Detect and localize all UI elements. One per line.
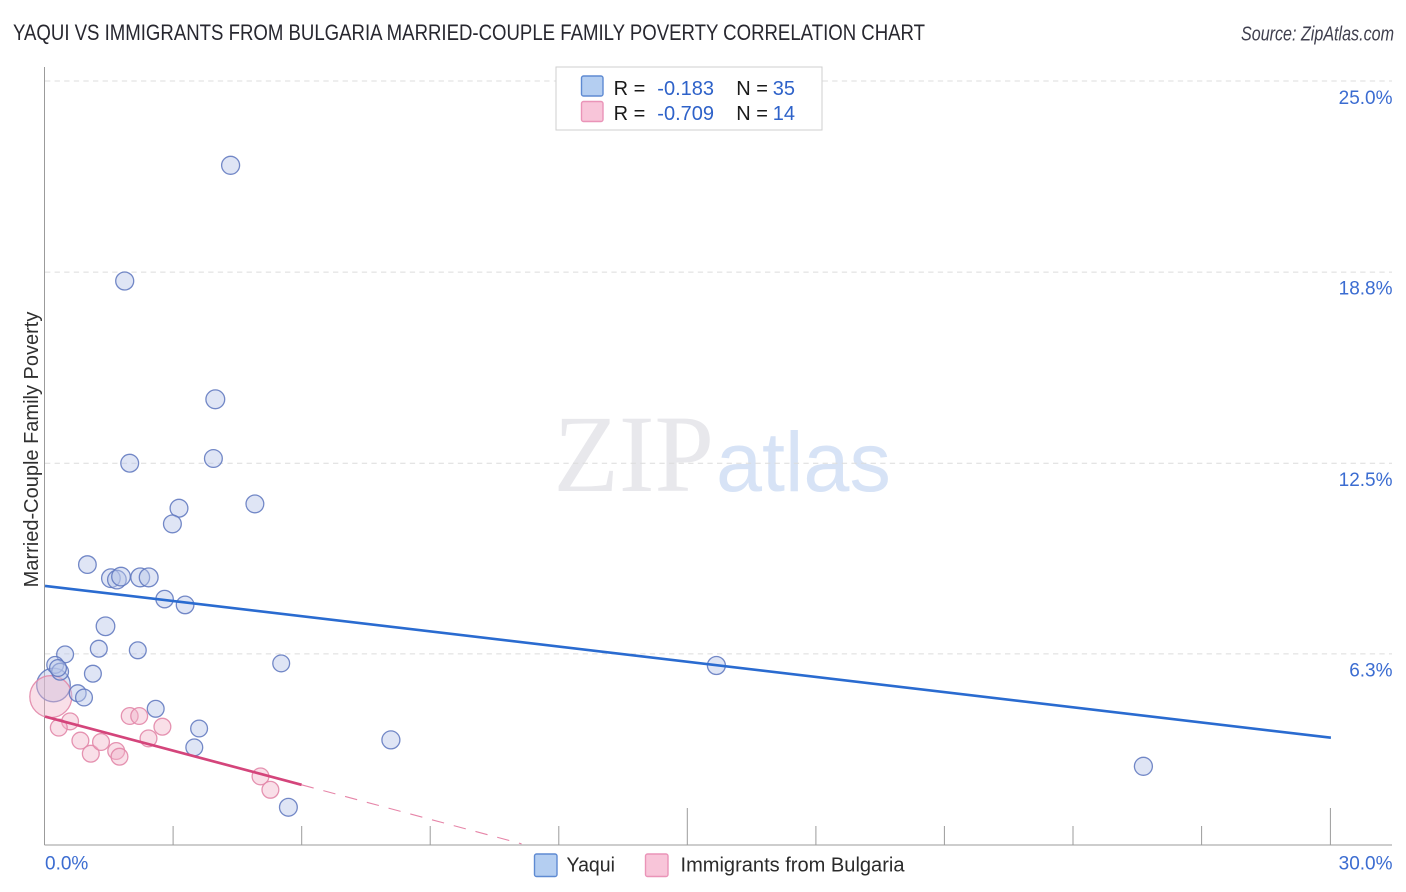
svg-text:12.5%: 12.5%	[1339, 470, 1393, 491]
svg-text:YAQUI VS IMMIGRANTS FROM BULGA: YAQUI VS IMMIGRANTS FROM BULGARIA MARRIE…	[13, 20, 925, 45]
svg-text:6.3%: 6.3%	[1349, 661, 1392, 682]
svg-text:-0.183: -0.183	[657, 78, 714, 100]
svg-text:18.8%: 18.8%	[1339, 279, 1393, 300]
svg-text:atlas: atlas	[716, 415, 891, 509]
svg-text:25.0%: 25.0%	[1339, 88, 1393, 109]
svg-text:0.0%: 0.0%	[45, 854, 88, 875]
svg-text:N =: N =	[736, 78, 768, 100]
svg-text:ZIP: ZIP	[554, 394, 714, 516]
svg-text:Source: ZipAtlas.com: Source: ZipAtlas.com	[1241, 24, 1394, 46]
svg-text:Married-Couple Family Poverty: Married-Couple Family Poverty	[21, 312, 43, 588]
svg-text:-0.709: -0.709	[657, 103, 714, 125]
svg-text:35: 35	[773, 78, 795, 100]
svg-text:14: 14	[773, 103, 795, 125]
svg-text:R =: R =	[614, 103, 646, 125]
svg-text:30.0%: 30.0%	[1339, 854, 1393, 875]
svg-text:R =: R =	[614, 78, 646, 100]
svg-text:Yaqui: Yaqui	[567, 854, 616, 876]
svg-text:N =: N =	[736, 103, 768, 125]
svg-text:Immigrants from Bulgaria: Immigrants from Bulgaria	[681, 854, 906, 876]
